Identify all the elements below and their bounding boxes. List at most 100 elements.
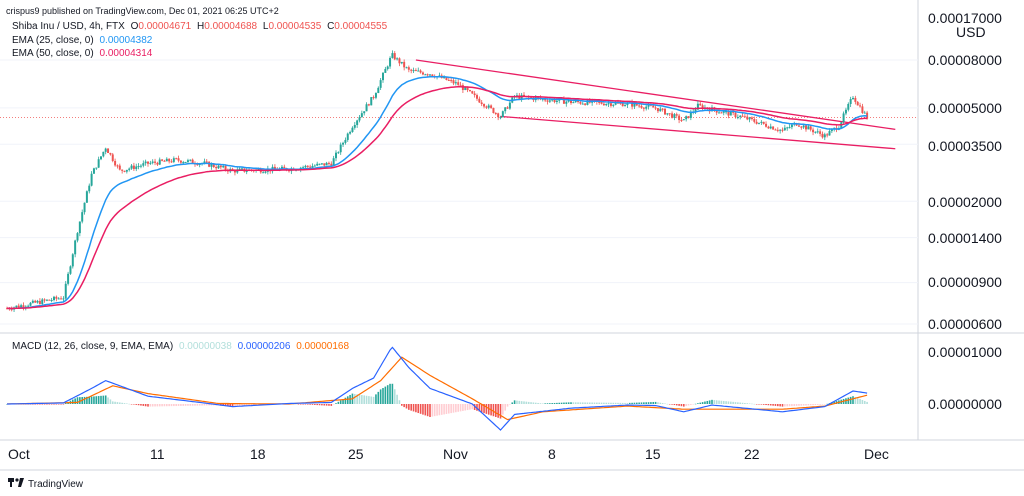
signal-line: [6, 356, 868, 421]
macd-hist-bar-127: [304, 404, 307, 405]
candle-body-202: [480, 102, 483, 105]
candle-body-4: [15, 305, 18, 308]
candle-body-114: [273, 166, 276, 169]
candle-body-2: [10, 309, 13, 311]
macd-hist-bar-172: [410, 404, 412, 411]
macd-hist-bar-308: [730, 401, 732, 404]
candle-body-327: [774, 129, 777, 131]
candle-body-360: [852, 97, 854, 100]
macd-hist-bar-264: [626, 402, 629, 404]
macd-hist-bar-68: [166, 404, 168, 407]
macd-hist-bar-202: [480, 404, 483, 413]
macd-hist-bar-313: [741, 402, 744, 404]
macd-hist-bar-321: [760, 404, 763, 405]
macd-hist-bar-243: [577, 402, 579, 404]
candle-body-28: [71, 254, 74, 267]
macd-hist-bar-35: [88, 396, 91, 404]
candle-body-259: [614, 102, 617, 105]
candle-body-223: [530, 97, 533, 99]
macd-hist-bar-167: [398, 400, 401, 404]
candle-body-240: [570, 100, 572, 104]
candle-body-11: [31, 300, 34, 303]
candle-body-162: [386, 66, 389, 70]
macd-hist-bar-329: [779, 404, 781, 407]
ema25-legend: EMA (25, close, 0) 0.00004382: [12, 35, 155, 46]
macd-hist-bar-65: [158, 404, 161, 407]
candle-body-64: [156, 162, 159, 165]
price-tick-1: 0.00017000: [928, 10, 1002, 26]
candle-body-27: [69, 266, 72, 274]
macd-hist-bar-298: [706, 400, 709, 404]
macd-hist-bar-318: [753, 403, 756, 405]
candle-body-337: [797, 125, 800, 127]
candle-body-209: [497, 113, 500, 118]
candle-body-294: [696, 103, 699, 110]
candle-body-151: [360, 113, 363, 118]
macd-hist-bar-22: [57, 404, 60, 405]
candle-body-285: [675, 114, 678, 116]
candle-body-203: [483, 104, 486, 107]
candle-body-334: [790, 124, 793, 128]
macd-hist-bar-29: [74, 398, 76, 404]
candle-body-163: [389, 57, 392, 67]
candle-body-169: [403, 61, 406, 68]
macd-hist-bar-234: [556, 402, 558, 404]
macd-value: 0.00000206: [237, 341, 291, 352]
macd-hist-bar-186: [443, 404, 445, 415]
footer-brand: TradingView: [28, 479, 84, 490]
macd-hist-bar-242: [574, 402, 577, 404]
candle-body-91: [219, 165, 222, 168]
candle-body-60: [147, 161, 149, 164]
candle-body-53: [130, 165, 133, 169]
candle-body-295: [699, 103, 702, 106]
macd-hist-value: 0.00000038: [178, 341, 232, 352]
macd-hist-bar-128: [307, 404, 309, 405]
candle-body-271: [642, 107, 645, 109]
macd-hist-bar-262: [621, 402, 624, 404]
macd-hist-bar-203: [483, 404, 485, 414]
candle-body-311: [736, 117, 739, 119]
macd-hist-bar-142: [339, 400, 342, 404]
candle-body-33: [83, 202, 86, 213]
macd-hist-bar-94: [227, 404, 229, 407]
macd-hist-bar-15: [41, 404, 44, 405]
macd-hist-bar-173: [412, 404, 415, 412]
candle-body-85: [205, 161, 208, 163]
macd-hist-bar-80: [194, 404, 196, 406]
macd-hist-bar-74: [180, 404, 182, 406]
macd-hist-bar-302: [715, 400, 718, 404]
macd-hist-bar-54: [133, 404, 135, 405]
candle-body-6: [20, 305, 23, 308]
candle-body-256: [607, 103, 610, 105]
candle-body-333: [788, 127, 791, 129]
macd-line: [7, 346, 868, 431]
candle-body-244: [579, 101, 582, 104]
candle-body-176: [419, 70, 422, 73]
macd-hist-bar-161: [384, 386, 387, 404]
macd-hist-bar-282: [668, 404, 671, 405]
candle-body-93: [224, 165, 227, 170]
macd-hist-bar-25: [64, 403, 67, 404]
macd-hist-bar-257: [610, 402, 612, 404]
macd-hist-bar-31: [79, 397, 81, 404]
macd-hist-bar-201: [478, 404, 481, 412]
macd-hist-bar-273: [647, 402, 650, 404]
macd-hist-bar-184: [438, 404, 441, 416]
macd-hist-bar-249: [591, 402, 593, 404]
candle-body-158: [377, 87, 380, 94]
macd-hist-bar-77: [187, 404, 189, 406]
candle-body-73: [177, 158, 180, 161]
macd-tick-2: 0.00000000: [928, 396, 1002, 412]
macd-hist-bar-343: [812, 404, 814, 406]
candle-body-15: [41, 299, 44, 305]
macd-hist-bar-46: [114, 401, 116, 404]
macd-hist-bar-245: [581, 402, 584, 404]
macd-hist-bar-177: [422, 404, 424, 415]
symbol-name: Shiba Inu / USD, 4h, FTX: [12, 21, 125, 32]
candle-body-109: [262, 172, 265, 174]
price-tick-7: 0.00000900: [928, 274, 1002, 290]
candle-body-30: [76, 233, 79, 241]
macd-hist-bar-102: [245, 404, 248, 407]
macd-hist-bar-151: [361, 395, 363, 404]
macd-hist-bar-136: [325, 404, 328, 406]
